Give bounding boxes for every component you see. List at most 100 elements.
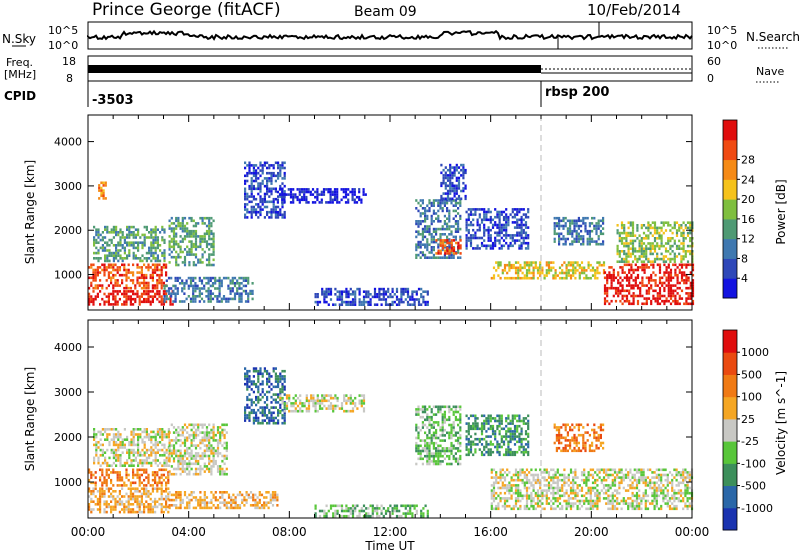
power-cell — [95, 233, 98, 237]
power-cell — [571, 240, 574, 243]
power-cell — [134, 286, 137, 290]
velocity-cell — [110, 492, 113, 496]
velocity-cell — [259, 393, 262, 396]
velocity-cell — [219, 506, 222, 510]
power-cell — [636, 224, 639, 227]
power-cell — [114, 263, 117, 267]
power-cell — [102, 189, 105, 192]
velocity-cell — [199, 439, 202, 442]
power-cell — [547, 266, 551, 270]
power-cell — [465, 223, 468, 227]
power-cell — [362, 190, 365, 194]
power-cell — [231, 282, 234, 285]
power-cell — [520, 236, 523, 240]
power-cell — [669, 302, 673, 306]
velocity-cell — [163, 435, 166, 439]
velocity-cell — [232, 506, 235, 510]
velocity-cell — [145, 484, 148, 487]
power-cell — [678, 271, 681, 274]
velocity-cell — [121, 438, 124, 441]
power-cell — [132, 273, 135, 277]
velocity-cell — [134, 433, 137, 436]
power-cell — [121, 263, 124, 267]
power-cell — [444, 174, 447, 177]
velocity-cell — [119, 435, 122, 439]
power-cell — [181, 279, 184, 282]
colorbar-swatch — [723, 218, 737, 240]
velocity-cell — [323, 514, 326, 518]
power-cell — [417, 201, 420, 205]
velocity-cell — [305, 399, 308, 403]
power-cell — [98, 197, 101, 200]
power-cell — [218, 284, 221, 288]
power-cell — [503, 263, 507, 267]
velocity-cell — [167, 433, 170, 436]
power-cell — [417, 298, 421, 301]
power-cell — [281, 201, 284, 204]
power-cell — [451, 181, 454, 185]
power-cell — [550, 266, 553, 270]
power-cell — [623, 237, 626, 240]
power-cell — [512, 263, 515, 267]
power-cell — [553, 237, 556, 241]
power-cell — [289, 190, 293, 194]
velocity-cell — [110, 438, 113, 441]
power-cell — [186, 235, 189, 238]
power-cell — [194, 289, 197, 293]
power-cell — [528, 269, 531, 272]
velocity-cell — [147, 476, 150, 479]
power-cell — [627, 221, 630, 224]
velocity-cell — [128, 441, 131, 444]
power-cell — [126, 228, 129, 231]
velocity-cell — [93, 459, 96, 462]
velocity-cell — [121, 495, 124, 498]
power-cell — [571, 229, 574, 233]
velocity-cell — [266, 369, 269, 373]
power-cell — [417, 209, 420, 213]
power-cell — [183, 255, 187, 259]
power-cell — [441, 241, 445, 245]
power-cell — [645, 247, 648, 250]
velocity-cell — [263, 367, 266, 370]
velocity-region — [88, 487, 170, 514]
velocity-cell — [112, 461, 115, 465]
power-cell — [483, 215, 486, 219]
power-cell — [351, 190, 354, 194]
power-cell — [134, 257, 137, 260]
power-cell — [647, 276, 651, 280]
power-cell — [246, 195, 249, 198]
power-cell — [303, 193, 306, 196]
power-cell — [194, 282, 197, 285]
power-cell — [450, 253, 453, 257]
power-cell — [114, 284, 117, 287]
power-cell — [333, 188, 337, 191]
power-cell — [439, 252, 442, 255]
power-cell — [107, 292, 110, 296]
velocity-cell — [210, 444, 213, 447]
velocity-cell — [263, 506, 266, 510]
power-cell — [671, 250, 674, 253]
velocity-cell — [168, 446, 171, 450]
power-cell — [671, 237, 674, 240]
power-cell — [97, 257, 100, 260]
power-cell — [562, 219, 565, 223]
power-cell — [575, 222, 578, 225]
power-cell — [580, 242, 583, 246]
power-cell — [441, 201, 444, 205]
power-cell — [675, 244, 679, 248]
power-cell — [625, 279, 629, 282]
power-cell — [588, 229, 591, 233]
power-cell — [149, 290, 152, 293]
velocity-cell — [137, 461, 140, 465]
power-cell — [94, 268, 97, 272]
power-cell — [620, 226, 624, 230]
power-cell — [498, 241, 501, 245]
power-cell — [309, 190, 312, 194]
power-cell — [238, 297, 241, 301]
power-cell — [519, 263, 522, 267]
power-cell — [103, 303, 106, 306]
velocity-cell — [186, 462, 189, 466]
power-cell — [283, 213, 286, 217]
power-cell — [99, 257, 102, 260]
power-cell — [344, 188, 348, 191]
